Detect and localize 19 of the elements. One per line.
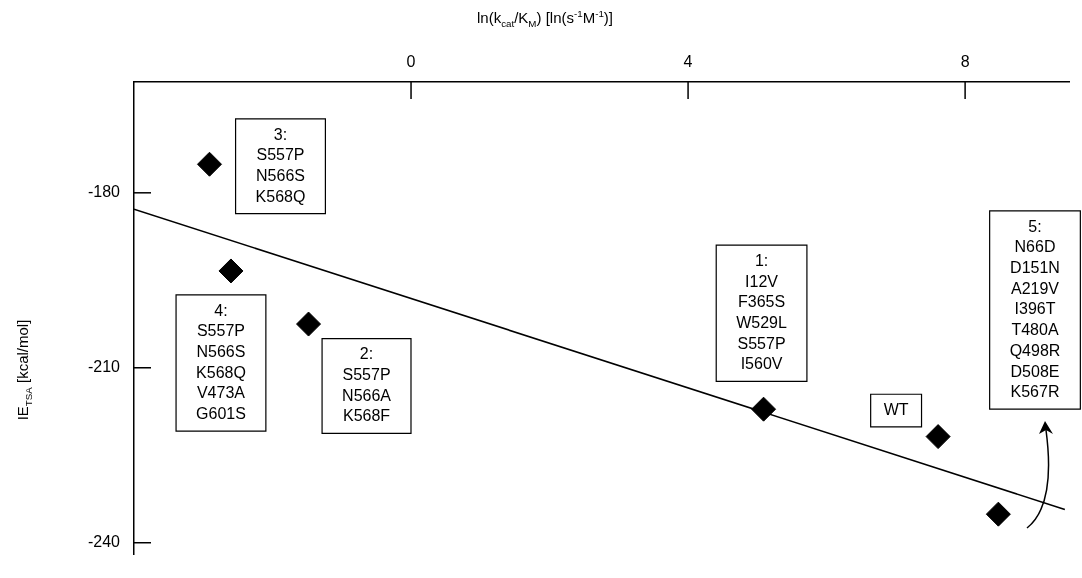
point [196,151,222,177]
y-tick-label: -210 [87,358,121,376]
point [751,396,777,422]
annotation: 3: S557P N566S K568Q [255,125,306,205]
x-tick-label: 0 [406,52,416,70]
annotation: 2: S557P N566A K568F [342,345,392,425]
text: ln(k$_{cat}$/K$_{M}$) [ln(s$^{-1}$M$^{-1}$)] [476,8,613,29]
annotation: WT [883,401,909,418]
y-tick-label: -240 [87,533,121,551]
x-tick-label: 8 [960,52,970,70]
point [925,424,951,450]
y-tick-label: -180 [87,183,121,201]
annotation: 4: S557P N566S K568Q V473A G601S [196,301,246,423]
point [218,258,244,284]
annotation: 1: I12V F365S W529L S557P I560V [736,251,788,373]
point [985,501,1011,527]
text: 5: N66D D151N A219V I396T T480A Q498R D508E K567R [1009,217,1061,401]
x-tick-label: 4 [683,52,693,70]
point [296,311,322,337]
